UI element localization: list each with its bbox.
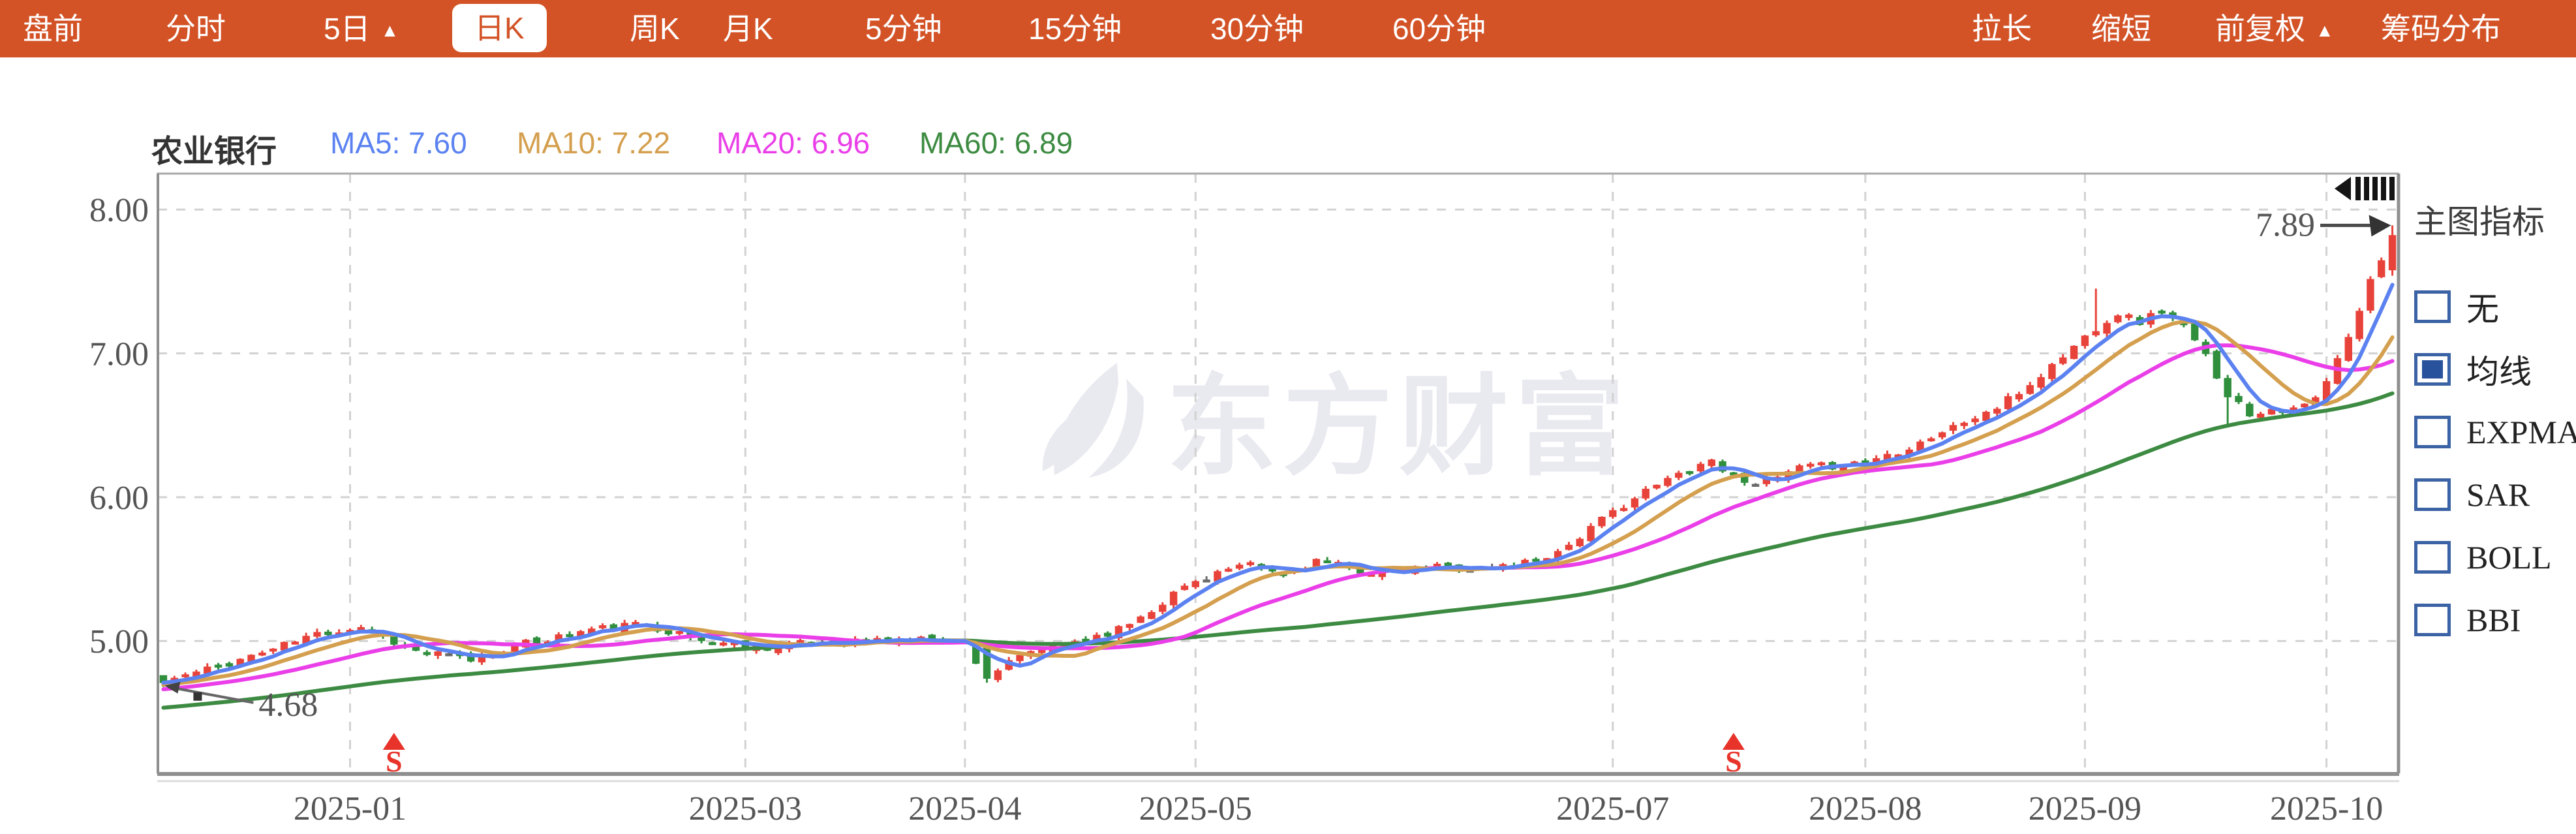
stock-name: 农业银行 (151, 134, 277, 169)
checkbox-icon[interactable] (2414, 290, 2451, 323)
y-axis-labels: 8.00 7.00 6.00 5.00 (89, 192, 149, 660)
tab-15分钟[interactable]: 15分钟 (1028, 12, 1122, 46)
tab-60分钟[interactable]: 60分钟 (1392, 12, 1486, 46)
checkbox-icon[interactable] (2414, 604, 2451, 636)
svg-text:8.00: 8.00 (89, 192, 149, 229)
indicator-option-label: BOLL (2466, 539, 2552, 576)
indicator-panel: 主图指标 无均线 EXPMA SAR BOLL BBI (2414, 196, 2576, 651)
svg-text:2025-01: 2025-01 (294, 790, 406, 827)
eastmoney-logo-icon (1042, 418, 1074, 471)
checkbox-icon[interactable] (2414, 416, 2451, 448)
tab-筹码分布[interactable]: 筹码分布 (2381, 12, 2501, 46)
chart-plot-border (157, 172, 2400, 782)
ma-legend-item: MA10: 7.22 (517, 126, 671, 160)
svg-text:5.00: 5.00 (89, 623, 149, 660)
tab-5分钟[interactable]: 5分钟 (865, 12, 942, 46)
indicator-option-label: BBI (2466, 602, 2521, 638)
indicator-option-SAR[interactable]: SAR (2414, 463, 2576, 526)
scroll-handle-icon[interactable] (2335, 177, 2395, 200)
svg-text:4.68: 4.68 (258, 687, 318, 724)
ma-legend-item: MA5: 7.60 (330, 126, 467, 160)
tab-月K[interactable]: 月K (723, 12, 773, 46)
tab-周K[interactable]: 周K (630, 12, 680, 46)
price-annotations: 4.68 7.89 (164, 206, 2391, 724)
svg-text:2025-08: 2025-08 (1809, 790, 1922, 827)
indicator-option-均线[interactable]: 均线 (2414, 338, 2576, 401)
tab-拉长[interactable]: 拉长 (1972, 12, 2032, 46)
svg-text:2025-05: 2025-05 (1139, 790, 1252, 827)
svg-text:S: S (1725, 745, 1742, 778)
eastmoney-watermark: 东方财富 (1042, 363, 1631, 488)
indicator-panel-title: 主图指标 (2414, 204, 2545, 240)
indicator-option-label: SAR (2466, 476, 2530, 513)
checkbox-checked-icon[interactable] (2414, 353, 2451, 386)
chart-gridlines (158, 174, 2398, 773)
ma-legend: 农业银行 MA5: 7.60 MA10: 7.22 MA20: 6.96 MA60: … (0, 125, 2576, 169)
indicator-option-label: 均线 (2466, 354, 2532, 390)
indicator-option-label: 无 (2466, 291, 2499, 328)
svg-text:2025-09: 2025-09 (2029, 790, 2141, 827)
tab-缩短[interactable]: 缩短 (2091, 12, 2151, 46)
eastmoney-logo-icon (1088, 378, 1144, 478)
svg-text:2025-04: 2025-04 (908, 790, 1021, 827)
indicator-options: 无均线 EXPMA SAR BOLL BBI (2414, 275, 2576, 651)
moving-average-lines (161, 283, 2395, 710)
ma-legend-item: MA60: 6.89 (919, 126, 1073, 160)
svg-text:7.00: 7.00 (89, 335, 149, 373)
checkbox-icon[interactable] (2414, 541, 2451, 574)
tab-分时[interactable]: 分时 (166, 12, 226, 46)
tab-日K[interactable]: 日K (452, 4, 547, 52)
watermark-text: 东方财富 (1167, 365, 1631, 488)
svg-text:2025-03: 2025-03 (689, 790, 802, 827)
svg-text:S: S (386, 745, 403, 778)
ma-legend-item: MA20: 6.96 (716, 126, 870, 160)
eastmoney-logo-icon (1054, 363, 1118, 475)
caret-up-icon: ▲ (380, 20, 399, 40)
indicator-option-EXPMA[interactable]: EXPMA (2414, 401, 2576, 463)
svg-text:2025-07: 2025-07 (1556, 790, 1669, 827)
indicator-option-BBI[interactable]: BBI (2414, 589, 2576, 651)
tab-盘前[interactable]: 盘前 (23, 12, 83, 46)
svg-text:6.00: 6.00 (89, 480, 149, 517)
chart-toolbar: 盘前 分时 5日 ▲ 日K 周K 月K 5分钟 15分钟 30分钟 60分钟 拉长 缩短 前复权 ▲ 筹码分… (0, 0, 2576, 57)
svg-text:7.89: 7.89 (2256, 206, 2315, 243)
indicator-option-label: EXPMA (2466, 414, 2576, 450)
indicator-option-无[interactable]: 无 (2414, 275, 2576, 338)
tab-前复权[interactable]: 前复权 ▲ (2215, 12, 2334, 46)
svg-text:2025-10: 2025-10 (2270, 790, 2383, 827)
x-axis-labels: 2025-01 2025-03 2025-04 2025-05 2025-07 2025-… (294, 790, 2383, 827)
checkbox-icon[interactable] (2414, 478, 2451, 511)
caret-up-icon: ▲ (2316, 20, 2334, 40)
tab-30分钟[interactable]: 30分钟 (1210, 12, 1304, 46)
tab-5日[interactable]: 5日 ▲ (324, 12, 399, 46)
indicator-option-BOLL[interactable]: BOLL (2414, 526, 2576, 589)
